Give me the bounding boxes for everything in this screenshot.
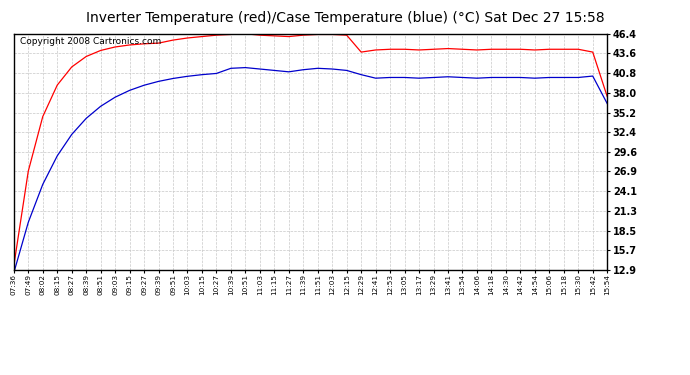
Text: Inverter Temperature (red)/Case Temperature (blue) (°C) Sat Dec 27 15:58: Inverter Temperature (red)/Case Temperat…: [86, 11, 604, 25]
Text: Copyright 2008 Cartronics.com: Copyright 2008 Cartronics.com: [20, 37, 161, 46]
